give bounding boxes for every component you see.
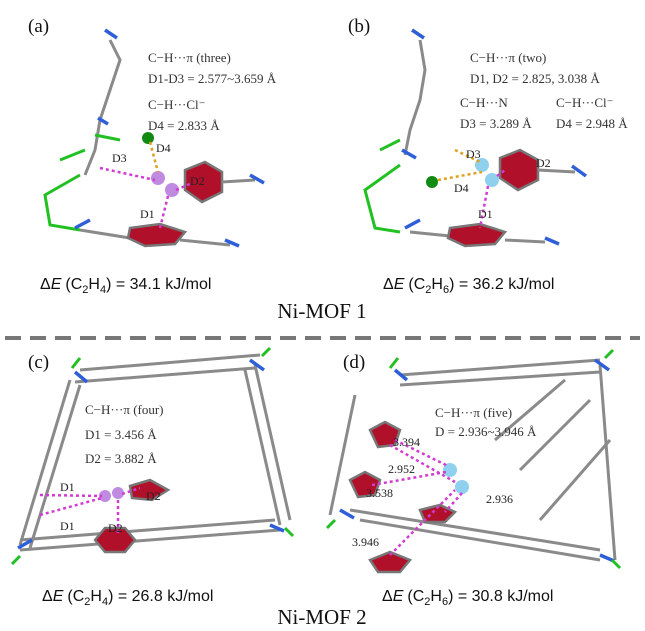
energy-part: Δ [382,588,393,605]
structure-part [365,140,400,232]
panel-label: (c) [28,352,49,373]
distance-label: D1 [140,207,155,221]
distance-label: D3 [112,151,127,165]
annotation: C−H···π (four) [85,402,164,417]
energy: ΔE(C2H4) = 26.8 kJ/mol [42,588,213,608]
energy-part: E [51,276,62,293]
energy-part: (C [407,588,424,605]
energy-part: (C [67,588,84,605]
energy-part: H [430,588,442,605]
energy-part: E [394,276,405,293]
annotation: D = 2.936~3.946 Å [435,424,537,439]
distance-label: 3.946 [352,535,379,549]
body: {"panels": [ {"label": "(a)", "annotatio… [0,0,645,631]
structure-part [500,150,538,190]
energy-part: Δ [383,276,394,293]
structure-part [538,170,575,172]
annotation: C−H···π (three) [148,50,231,65]
energy-part: (C [408,276,425,293]
structure-part [128,224,185,246]
energy-part: = 30.8 kJ/mol [453,588,553,605]
annotation: C−H···N [460,95,508,110]
energy-part: Δ [40,276,51,293]
panel-label: (a) [28,16,49,37]
annotation: D1 = 3.456 Å [85,427,157,442]
annotation: D1-D3 = 2.577~3.659 Å [148,71,277,86]
energy-part: E [393,588,404,605]
distance-label: D3 [466,147,481,161]
energy-part: H [90,588,102,605]
distance-label: D2 [108,521,123,535]
distance-label: D4 [454,181,469,195]
distance-label: D1 [478,207,493,221]
annotation: D2 = 3.882 Å [85,451,157,466]
energy: ΔE(C2H4) = 34.1 kJ/mol [40,276,211,296]
annotation: D4 = 2.833 Å [148,118,220,133]
section-title: Ni-MOF 1 [277,299,366,323]
structure-part [426,176,438,188]
structure-part [222,180,255,182]
distance-label: 3.394 [393,435,420,449]
energy-part: E [53,588,64,605]
annotation: D3 = 3.289 Å [460,116,532,131]
energy: ΔE(C2H6) = 30.8 kJ/mol [382,588,553,608]
structure-part [142,132,154,144]
annotation: C−H···Cl⁻ [148,97,206,112]
annotation: D1, D2 = 2.825, 3.038 Å [470,71,600,86]
panel-label: (b) [348,16,370,37]
structure-part [151,171,165,185]
distance-label: D4 [156,141,171,155]
distance-label: D2 [146,489,161,503]
annotation: C−H···Cl⁻ [556,95,614,110]
structure-part [330,360,615,560]
structure-part [455,480,469,494]
energy-part: H [431,276,443,293]
structure-part [45,135,120,230]
annotation: D4 = 2.948 Å [556,116,628,131]
energy-part: (C [65,276,82,293]
panel-label: (d) [343,352,365,373]
energy-part: Δ [42,588,53,605]
distance-label: 3.538 [366,486,393,500]
energy-part: H [88,276,100,293]
energy-part: = 36.2 kJ/mol [454,276,554,293]
energy: ΔE(C2H6) = 36.2 kJ/mol [383,276,554,296]
distance-label: 2.952 [388,462,415,476]
structure-part [448,224,505,246]
figure: (a) C−H···π (three) D1-D3 = 2.577~3.659 … [0,0,645,631]
structure-part [405,40,425,155]
annotation: C−H···π (two) [470,50,546,65]
distance-label: D1 [60,519,75,533]
distance-label: D2 [536,156,551,170]
distance-label: D1 [60,480,75,494]
distance-label: 2.936 [486,492,513,506]
annotation: C−H···π (five) [435,405,512,420]
energy-part: = 34.1 kJ/mol [111,276,211,293]
page: body { margin: 0; background: #fff; } sv… [0,0,645,631]
energy-part: = 26.8 kJ/mol [113,588,213,605]
section-title: Ni-MOF 2 [277,605,366,629]
distance-label: D2 [190,174,205,188]
